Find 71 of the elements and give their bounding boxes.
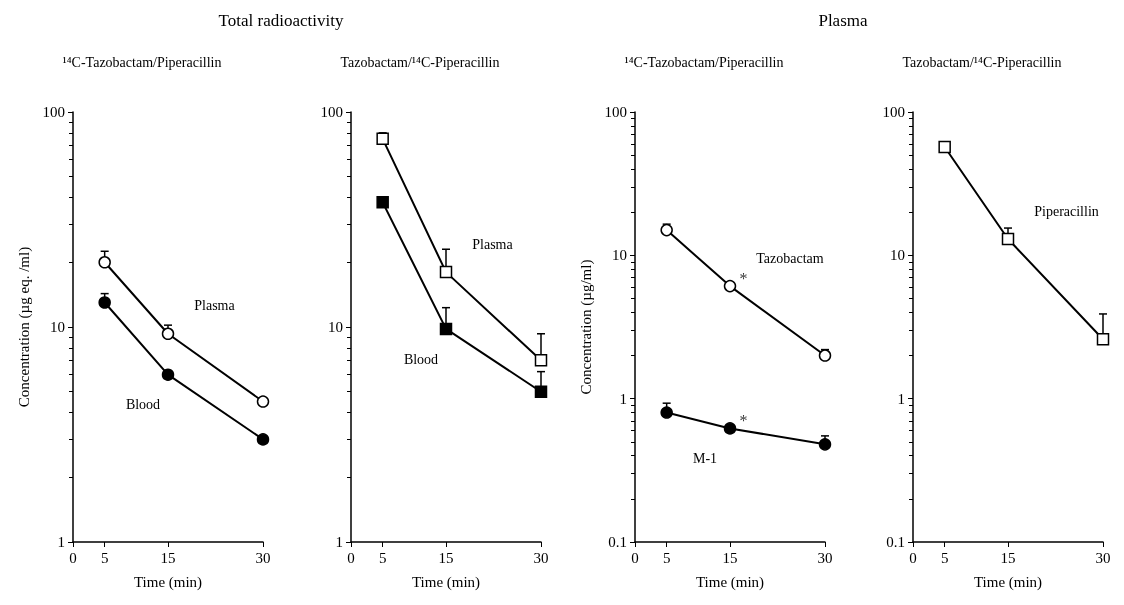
- point: [439, 322, 453, 336]
- point: [534, 385, 548, 398]
- point: [723, 422, 737, 435]
- y-tick-label: 100: [320, 104, 343, 120]
- x-tick-label: 0: [631, 549, 639, 566]
- point: [938, 140, 951, 154]
- point: [161, 327, 175, 341]
- x-tick-label: 5: [100, 549, 109, 566]
- x-tick-label: 30: [533, 549, 549, 566]
- y-tick-label: 1: [619, 390, 627, 407]
- point: [534, 354, 548, 367]
- y-tick-label: 10: [50, 319, 65, 335]
- point: [660, 223, 673, 237]
- annotation: *: [739, 411, 748, 429]
- y-tick-label: 100: [42, 104, 65, 120]
- y-tick-label: 1: [335, 534, 343, 550]
- point: [256, 395, 270, 408]
- y-tick-label: 0.1: [886, 534, 905, 550]
- y-tick-label: 100: [604, 104, 627, 120]
- series-label: Blood: [125, 397, 161, 413]
- point: [376, 196, 389, 209]
- x-axis-title: Time (min): [695, 573, 765, 591]
- x-tick-label: 15: [160, 549, 176, 566]
- y-tick-label: 100: [882, 104, 905, 120]
- annotation: *: [739, 269, 748, 287]
- point: [439, 265, 453, 279]
- point: [98, 256, 111, 269]
- x-tick-label: 30: [1095, 549, 1111, 566]
- x-tick-label: 5: [378, 549, 387, 566]
- x-axis-title: Time (min): [411, 573, 481, 591]
- x-tick-label: 15: [1000, 549, 1016, 566]
- chart-subtitle: ¹⁴C-Tazobactam/Piperacillin: [624, 54, 784, 70]
- series-label: M-1: [692, 451, 718, 467]
- x-tick-label: 0: [347, 549, 355, 566]
- point: [376, 132, 389, 146]
- y-tick-label: 1: [897, 390, 905, 407]
- y-axis-title: Concentration (µg eq. /ml): [16, 246, 34, 408]
- point: [98, 296, 111, 309]
- y-tick-label: 10: [890, 247, 905, 264]
- x-tick-label: 15: [438, 549, 454, 566]
- x-tick-label: 0: [909, 549, 917, 566]
- chart-subtitle: Tazobactam/¹⁴C-Piperacillin: [340, 54, 500, 70]
- y-tick-label: 10: [328, 319, 343, 335]
- x-tick-label: 30: [255, 549, 271, 566]
- point: [256, 433, 270, 446]
- chart-title: Plasma: [818, 10, 868, 32]
- series-label: Piperacillin: [1034, 203, 1099, 219]
- series-label: Plasma: [472, 236, 514, 252]
- y-tick-label: 1: [57, 534, 65, 550]
- y-axis-title: Concentration (µg/ml): [578, 259, 596, 395]
- x-axis-title: Time (min): [973, 573, 1043, 591]
- x-tick-label: 5: [662, 549, 671, 566]
- point: [161, 368, 175, 381]
- x-tick-label: 30: [817, 549, 833, 566]
- chart-title: Total radioactivity: [218, 10, 344, 32]
- x-tick-label: 5: [940, 549, 949, 566]
- point: [723, 279, 737, 293]
- x-axis-title: Time (min): [133, 573, 203, 591]
- series-label: Plasma: [194, 298, 236, 314]
- x-tick-label: 0: [69, 549, 77, 566]
- series-label: Tazobactam: [756, 250, 824, 266]
- point: [818, 349, 832, 362]
- series-label: Blood: [403, 351, 439, 367]
- point: [1001, 232, 1015, 246]
- point: [660, 406, 673, 419]
- point: [1096, 332, 1110, 346]
- y-tick-label: 0.1: [608, 534, 627, 550]
- x-tick-label: 15: [722, 549, 738, 566]
- y-tick-label: 10: [612, 247, 627, 264]
- chart-subtitle: Tazobactam/¹⁴C-Piperacillin: [902, 54, 1062, 70]
- chart-subtitle: ¹⁴C-Tazobactam/Piperacillin: [62, 54, 222, 70]
